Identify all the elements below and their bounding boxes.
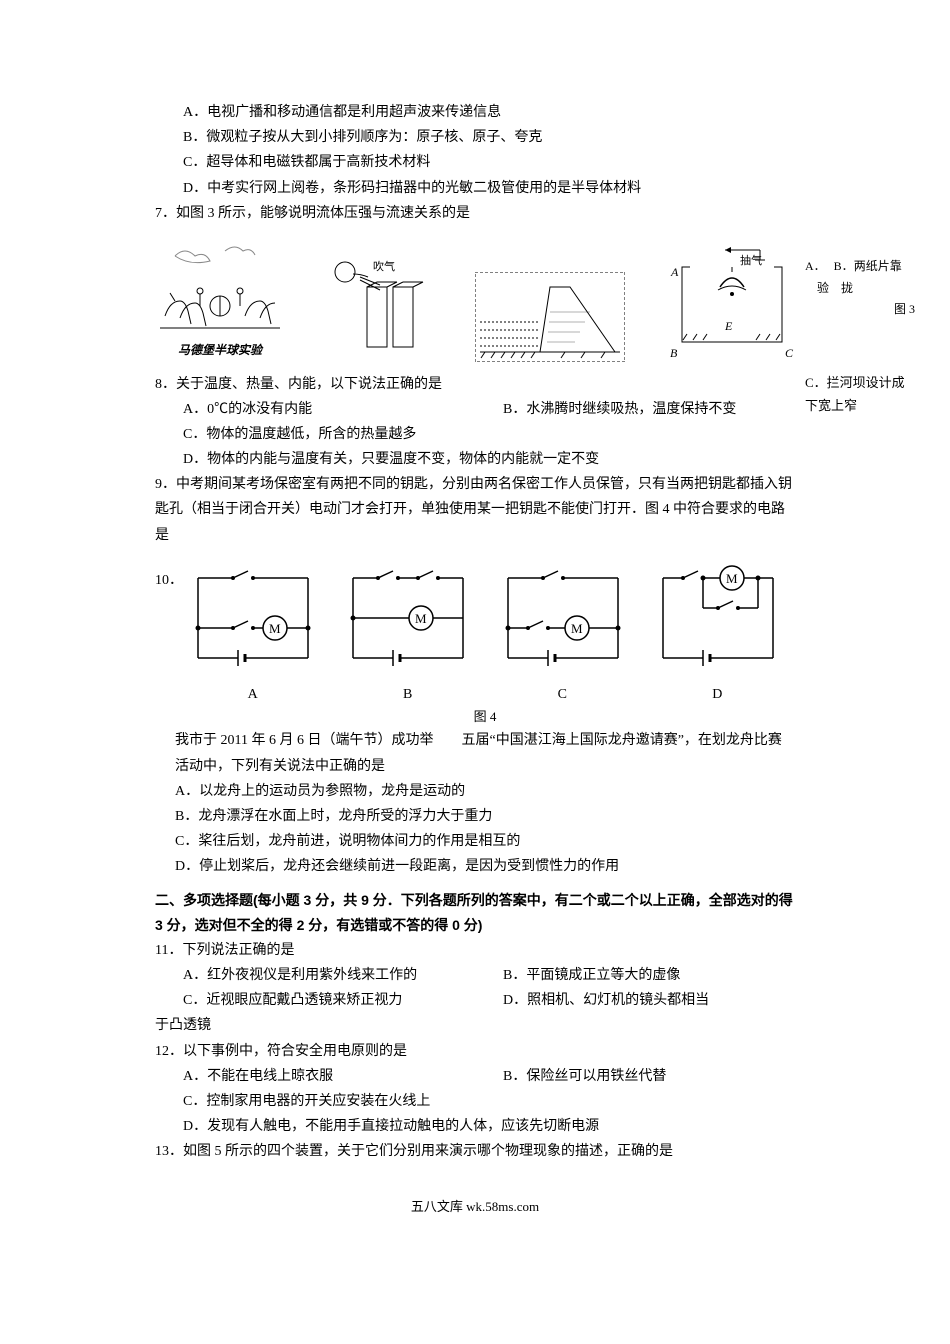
circuit-a-icon: M [183, 558, 323, 678]
q7-fig1-caption: 马德堡半球实验 [178, 340, 262, 362]
q7-stem: 7．如图 3 所示，能够说明流体压强与流速关系的是 [155, 201, 795, 226]
label-c: C [558, 682, 567, 707]
q10-option-c: C．桨往后划，龙舟前进，说明物体间力的作用是相互的 [175, 829, 795, 854]
q12-option-a: A．不能在电线上晾衣服 [155, 1064, 475, 1089]
q11-stem: 11．下列说法正确的是 [155, 938, 795, 963]
page-footer: 五八文库 wk.58ms.com [155, 1195, 795, 1218]
svg-text:吹气: 吹气 [373, 259, 395, 273]
q6-option-c: C．超导体和电磁铁都属于高新技术材料 [155, 150, 795, 175]
svg-text:E: E [724, 319, 733, 333]
q8-stem: 8．关于温度、热量、内能，以下说法正确的是 [155, 372, 795, 397]
q6-option-d: D．中考实行网上阅卷，条形码扫描器中的光敏二极管使用的是半导体材料 [155, 176, 795, 201]
circuit-labels: A B C D [175, 682, 795, 707]
q6-option-a: A．电视广播和移动通信都是利用超声波来传递信息 [155, 100, 795, 125]
q12-option-b: B．保险丝可以用铁丝代替 [475, 1064, 795, 1089]
q8-option-a: A．0℃的冰没有内能 [155, 397, 475, 422]
q8-option-b: B．水沸腾时继续吸热，温度保持不变 [475, 397, 795, 422]
q7-fig1: 马德堡半球实验 [155, 236, 285, 362]
q12-option-d: D．发现有人触电，不能用手直接拉动触电的人体，应该先切断电源 [155, 1114, 795, 1139]
q7-option-c: C．拦河坝设计成下宽上窄 [805, 371, 915, 418]
q10-option-a: A．以龙舟上的运动员为参照物，龙舟是运动的 [175, 779, 795, 804]
q12-stem: 12．以下事例中，符合安全用电原则的是 [155, 1039, 795, 1064]
q10-option-d: D．停止划桨后，龙舟还会继续前进一段距离，是因为受到惯性力的作用 [175, 854, 795, 879]
circuit-d-icon: M [648, 558, 788, 678]
q9-stem: 9．中考期间某考场保密室有两把不同的钥匙，分别由两名保密工作人员保管，只有当两把… [155, 472, 795, 548]
circuit-c-icon: M [493, 558, 633, 678]
q13-stem: 13．如图 5 所示的四个装置，关于它们分别用来演示哪个物理现象的描述，正确的是 [155, 1139, 795, 1164]
svg-text:C: C [785, 346, 794, 360]
circuit-row: M [175, 558, 795, 678]
q10-number: 10． [155, 368, 175, 593]
circuit-b-icon: M [338, 558, 478, 678]
q10-option-b: B．龙舟漂浮在水面上时，龙舟所受的浮力大于重力 [175, 804, 795, 829]
svg-text:M: M [571, 621, 583, 636]
svg-text:M: M [269, 621, 281, 636]
q8-option-c: C．物体的温度越低，所含的热量越多 [155, 422, 795, 447]
svg-text:M: M [415, 611, 427, 626]
q8-option-d: D．物体的内能与温度有关，只要温度不变，物体的内能就一定不变 [155, 447, 795, 472]
q7-figure-row: 马德堡半球实验 吹气 [155, 236, 795, 362]
blowing-paper-icon: 吹气 [325, 252, 435, 362]
section2-title: 二、多项选择题(每小题 3 分，共 9 分．下列各题所列的答案中，有二个或二个以… [155, 888, 795, 938]
q12-option-c: C．控制家用电器的开关应安装在火线上 [155, 1089, 795, 1114]
q7-right-label: A．B．两纸片靠 验 拢图 3 C．拦河坝设计成下宽上窄 [805, 256, 915, 418]
q7-fig3 [475, 272, 625, 362]
svg-text:M: M [726, 571, 738, 586]
fig4-caption: 图 4 [175, 705, 795, 728]
dam-icon [475, 272, 625, 362]
label-d: D [712, 682, 722, 707]
label-b: B [403, 682, 412, 707]
bell-jar-icon: 抽气 A E B C [665, 242, 795, 362]
q6-option-b: B．微观粒子按从大到小排列顺序为：原子核、原子、夸克 [155, 125, 795, 150]
q11-option-c: C．近视眼应配戴凸透镜来矫正视力 [155, 988, 475, 1013]
q7-fig4: 抽气 A E B C [665, 242, 795, 362]
q10-stem: 我市于 2011 年 6 月 6 日（端午节）成功举 五届“中国湛江海上国际龙舟… [175, 728, 795, 778]
magdeburg-icon [155, 236, 285, 336]
q11-option-a: A．红外夜视仪是利用紫外线来工作的 [155, 963, 475, 988]
svg-text:B: B [670, 346, 678, 360]
q11-option-b: B．平面镜成正立等大的虚像 [475, 963, 795, 988]
q7-fig2: 吹气 [325, 252, 435, 362]
svg-text:A: A [670, 265, 679, 279]
q11-option-d-tail: 于凸透镜 [155, 1013, 795, 1038]
label-a: A [248, 682, 258, 707]
q11-option-d: D．照相机、幻灯机的镜头都相当 [475, 988, 795, 1013]
